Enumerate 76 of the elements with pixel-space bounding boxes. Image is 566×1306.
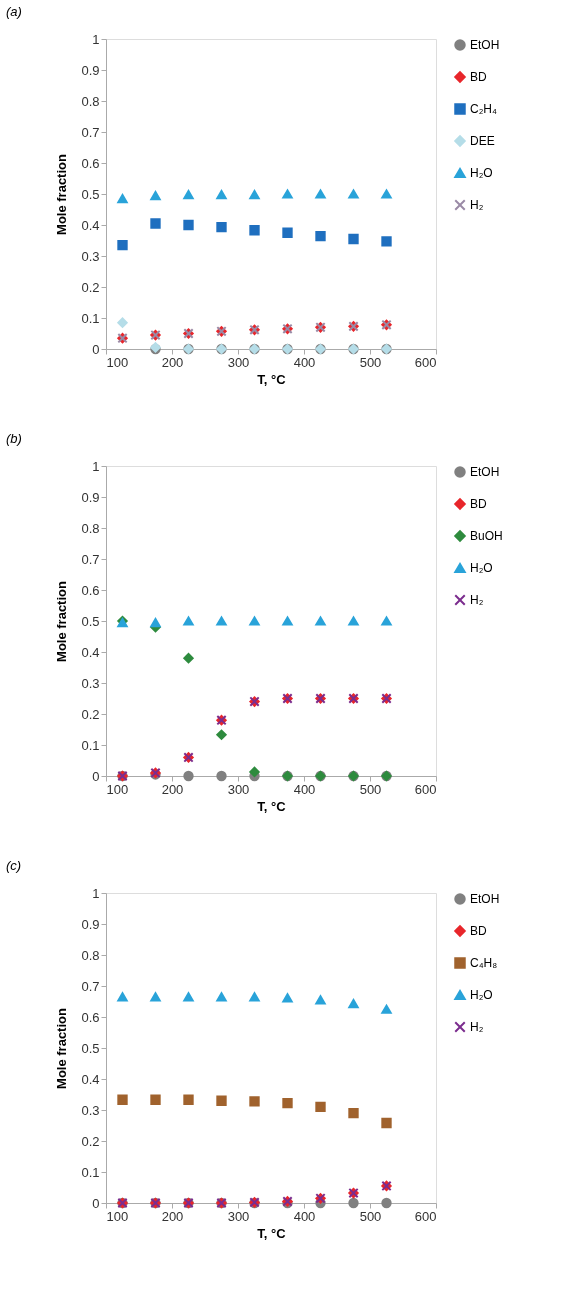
x-tick-label: 500 — [359, 781, 382, 797]
legend-label: H₂ — [470, 198, 484, 212]
x-tick-label: 200 — [161, 781, 184, 797]
chart-title: (c) — [5, 858, 22, 873]
y-tick-label: 0.1 — [81, 1164, 100, 1180]
x-tick-label: 100 — [106, 781, 129, 797]
x-tick-label: 500 — [359, 354, 382, 370]
x-tick-label: 500 — [359, 1208, 382, 1224]
y-axis-title: Mole fraction — [54, 154, 70, 235]
legend-label: C₄H₈ — [470, 956, 498, 970]
y-tick-label: 0.1 — [81, 310, 100, 326]
x-tick-label: 200 — [161, 1208, 184, 1224]
y-tick-label: 0.3 — [81, 248, 100, 264]
x-tick-label: 100 — [106, 354, 129, 370]
legend-label: C₂H₄ — [470, 102, 497, 116]
legend-label: H₂O — [470, 166, 493, 180]
y-tick-label: 0.8 — [81, 93, 100, 109]
y-tick-label: 0 — [92, 768, 100, 784]
legend-label: BD — [470, 70, 487, 84]
x-tick-label: 300 — [227, 1208, 250, 1224]
y-tick-label: 0.7 — [81, 124, 100, 140]
legend-label: H₂O — [470, 561, 493, 575]
legend-label: BuOH — [470, 529, 503, 543]
y-axis-title: Mole fraction — [54, 581, 70, 662]
legend-label: H₂O — [470, 988, 493, 1002]
x-axis-title: T, °C — [257, 1225, 287, 1241]
y-tick-label: 0.6 — [81, 155, 100, 171]
y-tick-label: 1 — [92, 31, 100, 47]
legend-label: EtOH — [470, 465, 500, 479]
x-tick-label: 400 — [293, 1208, 316, 1224]
chart-title: (a) — [5, 4, 22, 19]
y-tick-label: 0.7 — [81, 978, 100, 994]
y-tick-label: 0 — [92, 1195, 100, 1211]
y-tick-label: 0.5 — [81, 613, 100, 629]
y-tick-label: 0.6 — [81, 1009, 100, 1025]
y-tick-label: 0.9 — [81, 916, 100, 932]
y-axis-title: Mole fraction — [54, 1008, 70, 1089]
y-tick-label: 0.8 — [81, 520, 100, 536]
x-tick-label: 100 — [106, 1208, 129, 1224]
x-tick-label: 200 — [161, 354, 184, 370]
y-tick-label: 0.3 — [81, 1102, 100, 1118]
x-tick-label: 300 — [227, 781, 250, 797]
chart-title: (b) — [5, 431, 22, 446]
x-axis-title: T, °C — [257, 371, 287, 387]
legend-label: EtOH — [470, 38, 500, 52]
y-tick-label: 0.6 — [81, 582, 100, 598]
x-tick-label: 400 — [293, 781, 316, 797]
x-tick-label: 600 — [414, 1208, 437, 1224]
x-tick-label: 600 — [414, 354, 437, 370]
y-tick-label: 0.4 — [81, 217, 100, 233]
legend-label: H₂ — [470, 593, 484, 607]
x-tick-label: 600 — [414, 781, 437, 797]
y-tick-label: 0.2 — [81, 279, 100, 295]
y-tick-label: 0.8 — [81, 947, 100, 963]
y-tick-label: 1 — [92, 885, 100, 901]
y-tick-label: 0.5 — [81, 1040, 100, 1056]
legend-label: BD — [470, 924, 487, 938]
legend-label: BD — [470, 497, 487, 511]
y-tick-label: 0.4 — [81, 644, 100, 660]
legend-label: H₂ — [470, 1020, 484, 1034]
y-tick-label: 0 — [92, 341, 100, 357]
x-tick-label: 400 — [293, 354, 316, 370]
y-tick-label: 0.5 — [81, 186, 100, 202]
y-tick-label: 0.9 — [81, 62, 100, 78]
y-tick-label: 0.3 — [81, 675, 100, 691]
y-tick-label: 0.4 — [81, 1071, 100, 1087]
y-tick-label: 0.1 — [81, 737, 100, 753]
legend-label: DEE — [470, 134, 495, 148]
legend-label: EtOH — [470, 892, 500, 906]
y-tick-label: 0.9 — [81, 489, 100, 505]
y-tick-label: 1 — [92, 458, 100, 474]
x-tick-label: 300 — [227, 354, 250, 370]
y-tick-label: 0.2 — [81, 1133, 100, 1149]
x-axis-title: T, °C — [257, 798, 287, 814]
y-tick-label: 0.2 — [81, 706, 100, 722]
y-tick-label: 0.7 — [81, 551, 100, 567]
